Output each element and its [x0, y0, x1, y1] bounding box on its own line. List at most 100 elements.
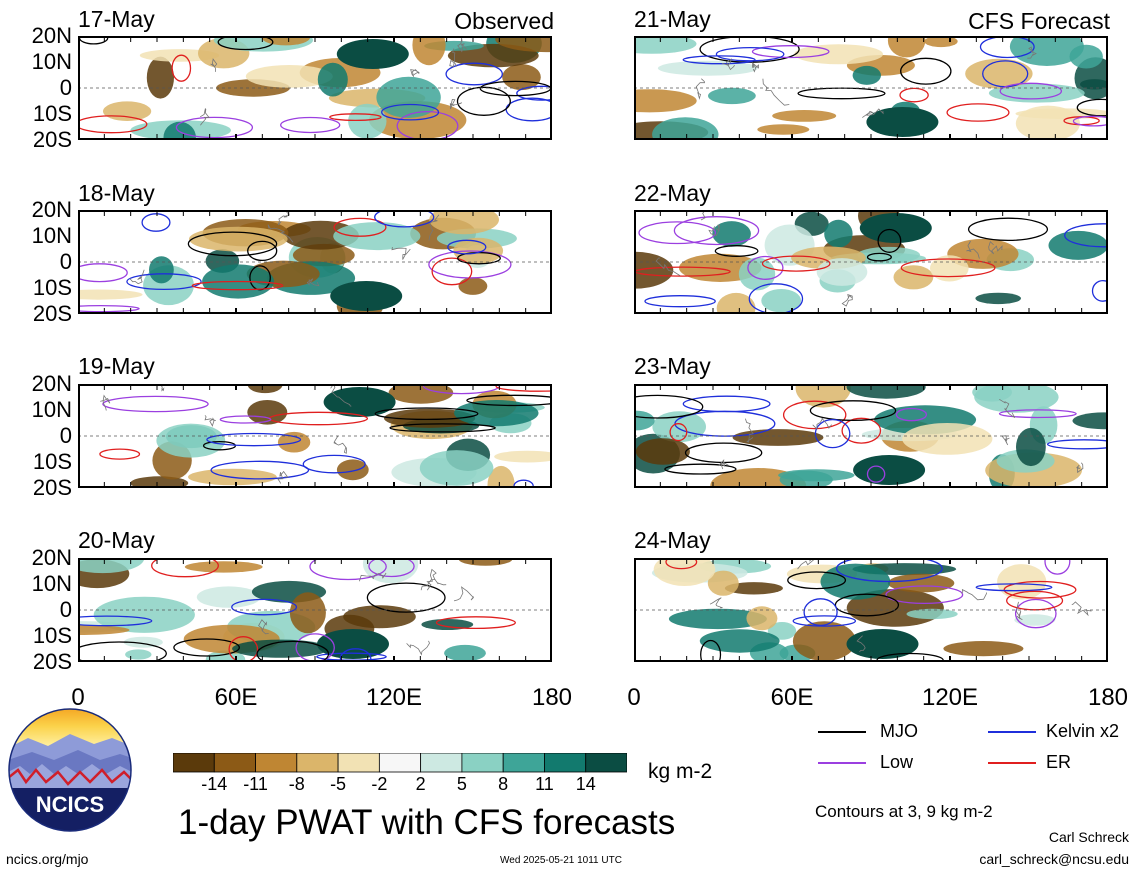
contour-line: [126, 273, 202, 291]
anomaly-blob: [668, 608, 767, 630]
footer-email[interactable]: carl_schreck@ncsu.edu: [979, 851, 1129, 867]
anomaly-blob: [149, 256, 174, 284]
contour-line: [946, 103, 1010, 122]
contour-line: [366, 582, 446, 613]
coastline: [708, 224, 720, 236]
anomaly-blob: [78, 289, 143, 300]
contour-line: [866, 465, 886, 483]
anomaly-blob: [707, 570, 739, 596]
contour-line: [516, 85, 552, 101]
pwat-map-panel: [634, 384, 1108, 488]
anomaly-blob: [78, 625, 130, 635]
contour-line: [175, 116, 254, 139]
anomaly-blob: [652, 411, 706, 443]
coastline: [333, 435, 347, 454]
colorbar-swatch: [544, 753, 587, 773]
anomaly-blob: [906, 608, 958, 620]
panel-source-label: Observed: [454, 8, 554, 34]
colorbar-swatches: [173, 753, 627, 773]
colorbar-swatch: [213, 753, 256, 773]
footer-url[interactable]: ncics.org/mjo: [6, 851, 89, 867]
coastline: [721, 58, 735, 71]
colorbar-tick-label: 2: [415, 774, 426, 794]
coastline: [406, 640, 430, 656]
pwat-map-panel: [634, 558, 1108, 662]
anomaly-blob: [163, 121, 196, 140]
pwat-map-panel: [634, 210, 1108, 314]
contour-line: [1014, 598, 1057, 629]
anomaly-blob: [965, 58, 1033, 89]
contour-line: [171, 54, 192, 82]
legend-lines: [818, 731, 1036, 764]
coastline: [359, 572, 387, 582]
anomaly-blob: [196, 586, 261, 608]
colorbar-tick-label: 8: [498, 774, 509, 794]
contour-line: [466, 394, 552, 407]
coastline: [391, 247, 411, 260]
anomaly-blob: [421, 619, 474, 630]
contour-line: [835, 558, 943, 583]
contour-line: [210, 460, 310, 480]
anomaly-blob: [816, 258, 868, 286]
contour-line: [78, 641, 167, 662]
anomaly-blob: [1014, 614, 1056, 626]
coastline: [709, 597, 724, 609]
contour-line: [751, 45, 830, 59]
colorbar-swatch: [173, 753, 215, 773]
legend-label-low: Low: [880, 752, 914, 772]
colorbar-unit: kg m-2: [648, 760, 713, 783]
panel-date: 24-May: [634, 527, 711, 553]
anomaly-blob: [317, 62, 348, 97]
pwat-map-panel: [634, 36, 1108, 140]
anomaly-blob: [902, 423, 993, 455]
anomaly-blob: [1072, 412, 1108, 430]
anomaly-blob: [444, 644, 486, 662]
contour-line: [206, 432, 302, 447]
anomaly-blob: [495, 36, 552, 53]
legend-label-er: ER: [1046, 752, 1072, 772]
anomaly-core: [330, 281, 403, 311]
coastline: [457, 37, 467, 53]
contour-line: [256, 640, 330, 662]
anomaly-blob: [767, 622, 797, 640]
anomaly-blob: [384, 408, 476, 428]
contour-line: [456, 86, 511, 116]
x-tick-label: 120E: [365, 684, 423, 711]
anomaly-blob: [93, 596, 195, 633]
anomaly-blob: [103, 101, 152, 121]
x-tick-label: 60E: [770, 684, 814, 711]
contour-line: [78, 115, 148, 134]
anomaly-blob: [635, 438, 690, 465]
contour-line: [309, 558, 387, 581]
anomaly-blob: [146, 56, 174, 99]
anomaly-blob: [78, 558, 145, 574]
coastline: [204, 415, 216, 427]
contour-line: [1046, 439, 1108, 450]
x-tick-label: 0: [627, 684, 641, 711]
coastline: [751, 61, 759, 73]
contour-line: [1003, 580, 1077, 599]
contour-line: [999, 82, 1063, 100]
anomaly-core: [336, 39, 409, 69]
anomaly-blob: [746, 606, 778, 631]
coastline: [453, 586, 474, 602]
panel-date: 17-May: [78, 6, 155, 32]
anomaly-blob: [975, 292, 1021, 305]
anomaly-blob: [292, 243, 355, 267]
legend-label-mjo: MJO: [880, 721, 918, 741]
y-tick-label: 10S: [32, 449, 72, 474]
y-tick-label: 10N: [31, 397, 72, 422]
pwat-map-panel: [78, 384, 552, 488]
anomaly-blob: [794, 44, 883, 65]
coastline: [745, 418, 754, 443]
anomaly-blob: [634, 36, 697, 54]
anomaly-blob: [376, 76, 441, 118]
colorbar-swatch: [296, 753, 339, 773]
y-tick-label: 20S: [32, 127, 72, 152]
contour-line: [747, 255, 784, 280]
contour-line: [280, 116, 341, 134]
contour-line: [900, 258, 996, 278]
anomaly-core: [853, 455, 926, 485]
contour-line: [78, 615, 153, 627]
coastline: [410, 69, 420, 77]
